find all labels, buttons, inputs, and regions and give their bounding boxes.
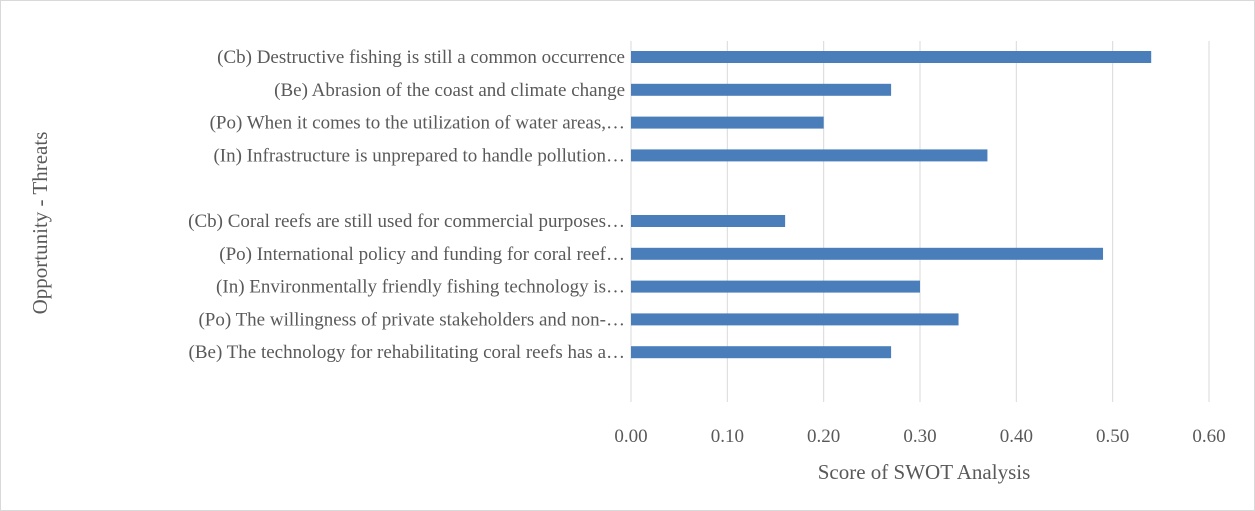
bar [631,51,1152,63]
x-tick-label: 0.10 [711,426,744,447]
x-tick-label: 0.40 [1000,426,1033,447]
bar [631,83,892,96]
x-tick-label: 0.30 [903,426,936,447]
bar [631,280,920,293]
bar [631,149,988,162]
category-labels: (Cb) Destructive fishing is still a comm… [188,47,625,363]
category-label: (Be) Abrasion of the coast and climate c… [274,80,625,101]
x-tick-label: 0.00 [614,426,647,447]
x-tick-label: 0.60 [1192,426,1225,447]
gridlines [630,41,1210,402]
bar [631,313,959,326]
bars [631,51,1152,359]
bar [631,116,824,129]
category-label: (Be) The technology for rehabilitating c… [189,342,625,363]
category-label: (Po) The willingness of private stakehol… [198,309,625,330]
x-tick-labels: 0.00 0.10 0.20 0.30 0.40 0.50 0.60 [614,426,1225,447]
x-tick-label: 0.20 [807,426,840,447]
category-label: (Po) When it comes to the utilization of… [210,113,625,134]
category-label: (Po) International policy and funding fo… [219,244,625,265]
category-label: (Cb) Destructive fishing is still a comm… [217,47,625,68]
bar [631,247,1104,260]
category-label: (Cb) Coral reefs are still used for comm… [188,211,625,232]
category-label: (In) Infrastructure is unprepared to han… [213,145,625,166]
bar [631,215,786,227]
bar [631,346,892,359]
x-axis-title: Score of SWOT Analysis [818,460,1031,484]
x-tick-label: 0.50 [1096,426,1129,447]
category-label: (In) Environmentally friendly fishing te… [216,277,625,298]
y-axis-title: Opportunity - Threats [28,132,52,315]
